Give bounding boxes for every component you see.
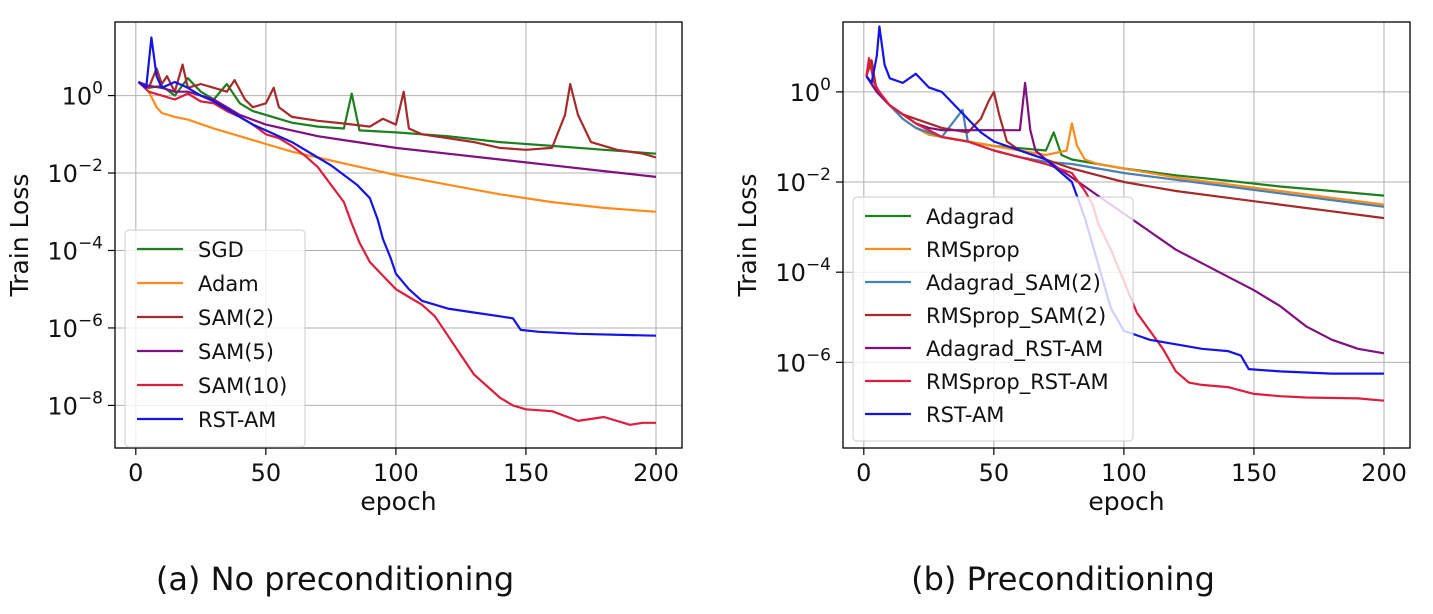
y-tick-label: 10−6 bbox=[775, 345, 831, 377]
x-tick-label: 100 bbox=[1101, 459, 1147, 487]
legend-label: Adagrad bbox=[926, 205, 1014, 229]
legend-label: RST-AM bbox=[198, 408, 276, 432]
x-tick-label: 0 bbox=[128, 459, 143, 487]
y-tick-label: 10−4 bbox=[775, 255, 831, 287]
grid bbox=[115, 22, 682, 448]
legend-label: Adagrad_RST-AM bbox=[926, 337, 1103, 362]
x-axis-label: epoch bbox=[1088, 487, 1164, 516]
plot-frame bbox=[842, 21, 1411, 449]
legend-label: SGD bbox=[198, 238, 244, 262]
legend-label: RMSprop_RST-AM bbox=[926, 370, 1109, 395]
series-lines bbox=[137, 36, 657, 426]
x-tick-label: 50 bbox=[251, 459, 282, 487]
y-axis-label: Train Loss bbox=[733, 174, 762, 298]
x-tick-label: 0 bbox=[856, 459, 871, 487]
series-line-sgd bbox=[137, 77, 657, 155]
legend-label: SAM(5) bbox=[198, 340, 274, 364]
x-axis-label: epoch bbox=[360, 487, 436, 516]
legend-box bbox=[124, 229, 306, 448]
legend-label: RMSprop bbox=[926, 238, 1020, 262]
legend-label: SAM(2) bbox=[198, 306, 274, 330]
chart-no-preconditioning: 0 50 100 150 200 100 10−2 10−4 10−6 10−8 epoch Trai… bbox=[5, 21, 683, 598]
x-tick-label: 150 bbox=[1231, 459, 1277, 487]
y-tick-label: 10−2 bbox=[775, 165, 831, 197]
chart-preconditioning: 0 50 100 150 200 100 10−2 10−4 10−6 epoch Train Lo… bbox=[733, 21, 1411, 598]
x-tick-label: 50 bbox=[979, 459, 1010, 487]
series-line-rst-am bbox=[865, 25, 1384, 375]
legend-label: SAM(10) bbox=[198, 374, 287, 398]
legend-label: Adagrad_SAM(2) bbox=[926, 271, 1101, 296]
y-tick-label: 10−6 bbox=[47, 311, 103, 343]
legend-label: RST-AM bbox=[926, 403, 1004, 427]
series-line-sam-10- bbox=[137, 81, 656, 426]
series-line-adam bbox=[137, 81, 657, 213]
x-tick-label: 100 bbox=[373, 459, 419, 487]
series-line-rst-am bbox=[137, 36, 657, 337]
x-tick-label: 150 bbox=[503, 459, 549, 487]
x-tick-label: 200 bbox=[633, 459, 679, 487]
y-tick-label: 10−4 bbox=[47, 233, 103, 265]
legend: SGD Adam SAM(2) SAM(5) SAM(10) RST-AM bbox=[124, 229, 306, 448]
y-tick-label: 100 bbox=[790, 75, 831, 107]
series-line-sam-2- bbox=[137, 63, 657, 159]
chart-caption: (b) Preconditioning bbox=[911, 560, 1215, 598]
legend: Adagrad RMSprop Adagrad_SAM(2) RMSprop_SAM(… bbox=[852, 196, 1134, 442]
plot-frame bbox=[114, 21, 683, 449]
legend-box bbox=[852, 196, 1134, 442]
y-tick-label: 10−2 bbox=[47, 156, 103, 188]
y-tick-label: 100 bbox=[62, 79, 103, 111]
y-axis-label: Train Loss bbox=[5, 174, 34, 298]
y-tick-label: 10−8 bbox=[47, 388, 103, 420]
chart-caption: (a) No preconditioning bbox=[156, 560, 514, 598]
legend-label: RMSprop_SAM(2) bbox=[926, 304, 1106, 329]
series-line-sam-5- bbox=[138, 80, 657, 178]
legend-label: Adam bbox=[198, 272, 259, 296]
x-tick-label: 200 bbox=[1361, 459, 1407, 487]
